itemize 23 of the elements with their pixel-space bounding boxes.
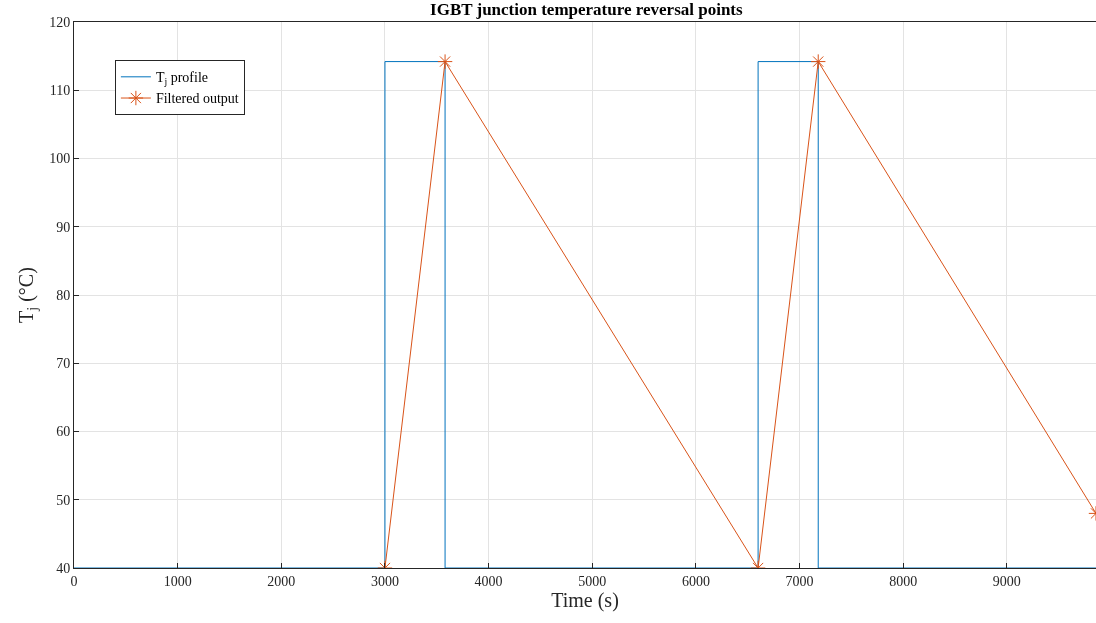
y-tick-label: 80 (56, 287, 71, 303)
x-tick-label: 2000 (267, 573, 296, 589)
y-tick-label: 120 (49, 14, 71, 30)
y-tick-label: 90 (56, 219, 71, 235)
y-tick-label: 110 (49, 83, 71, 99)
x-tick-label: 7000 (785, 573, 814, 589)
x-tick-label: 8000 (889, 573, 918, 589)
legend-label: T$_{j}$ profile (155, 70, 209, 88)
x-tick-label: 1000 (163, 573, 192, 589)
y-tick-label: 70 (56, 356, 71, 372)
x-tick-label: 9000 (992, 573, 1021, 589)
chart-title: IGBT junction temperature reversal points (430, 0, 744, 20)
x-tick-label: 4000 (474, 573, 503, 589)
y-tick-label: 100 (49, 151, 71, 167)
y-tick-label: 60 (56, 424, 71, 440)
y-tick-label: 40 (56, 560, 71, 576)
x-tick-label: 6000 (681, 573, 710, 589)
legend-label: Filtered output (155, 91, 239, 107)
x-tick-label: 3000 (370, 573, 399, 589)
y-tick-label: 50 (56, 492, 71, 508)
x-axis-title: Time (s) (551, 588, 619, 612)
x-tick-label: 5000 (578, 573, 607, 589)
x-tick-label: 0 (70, 573, 78, 589)
